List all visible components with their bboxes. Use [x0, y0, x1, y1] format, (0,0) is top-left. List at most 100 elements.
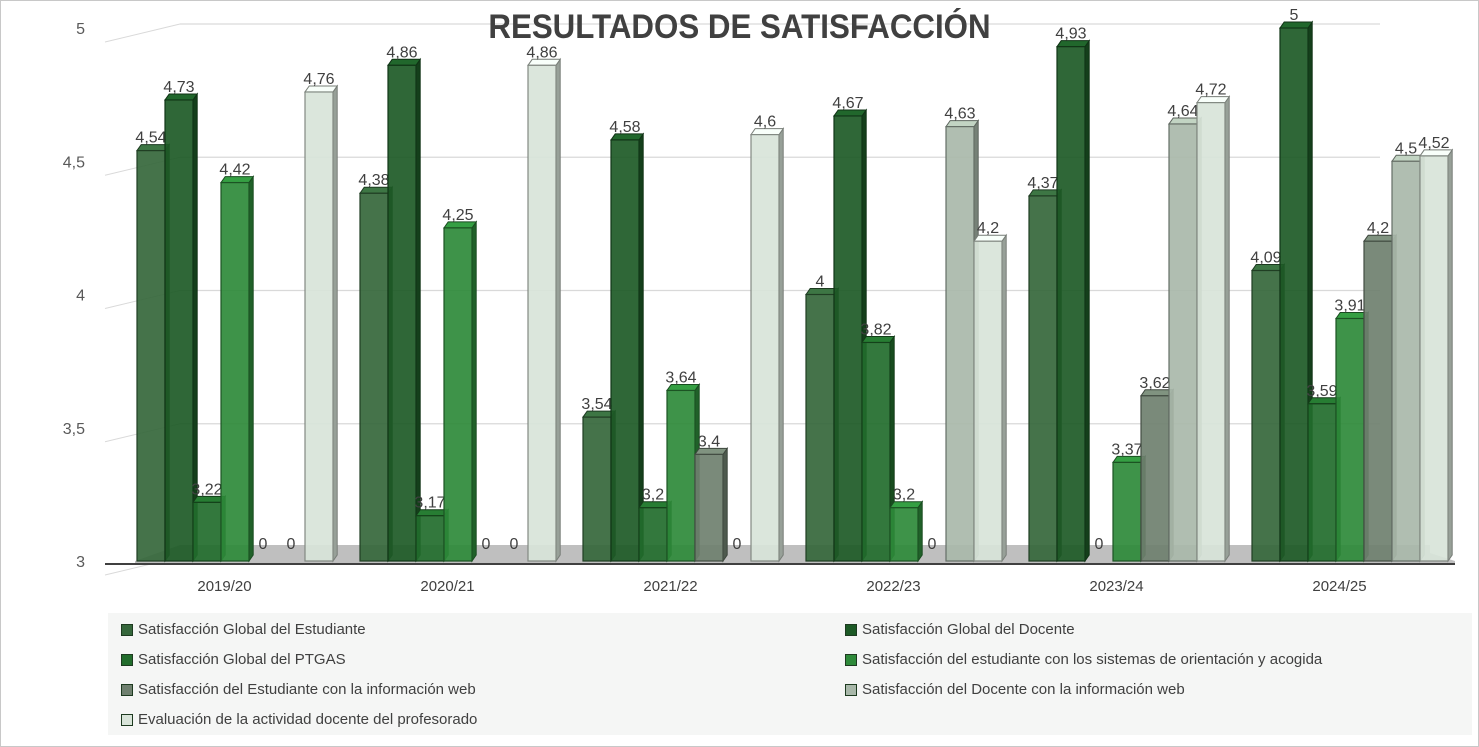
chart-title: RESULTADOS DE SATISFACCIÓN: [488, 8, 991, 46]
data-label: 3,54: [581, 396, 612, 413]
bar: [415, 515, 445, 562]
bar: [833, 115, 863, 562]
x-tick-label: 2022/23: [866, 578, 920, 595]
bar-side: [1447, 148, 1453, 563]
data-label: 3,82: [860, 321, 891, 338]
data-label: 4,67: [832, 95, 863, 112]
bar: [666, 389, 696, 562]
data-label: 4,52: [1418, 135, 1449, 152]
data-label: 3,59: [1306, 383, 1337, 400]
legend-label: Satisfacción del Docente con la informac…: [862, 681, 1185, 698]
data-label: 0: [510, 536, 519, 553]
data-label: 0: [259, 536, 268, 553]
data-label: 4,63: [944, 106, 975, 123]
bar: [1335, 317, 1365, 562]
bar: [164, 99, 194, 562]
legend-item: Satisfacción del estudiante con los sist…: [845, 651, 1322, 668]
bar: [610, 139, 640, 562]
data-label: 3,2: [642, 487, 664, 504]
bar-side: [778, 127, 784, 563]
x-tick-label: 2023/24: [1089, 578, 1143, 595]
bar: [638, 507, 668, 562]
data-label: 4,73: [163, 79, 194, 96]
y-tick-label: 5: [76, 21, 85, 38]
data-label: 3,4: [698, 433, 720, 450]
legend-swatch: [845, 683, 857, 696]
legend-swatch: [845, 623, 857, 636]
data-label: 4,64: [1167, 103, 1198, 120]
bar: [1028, 195, 1058, 562]
bar: [945, 126, 975, 562]
data-label: 3,37: [1111, 441, 1142, 458]
bar: [1391, 160, 1421, 562]
legend-label: Satisfacción Global del Estudiante: [138, 621, 366, 638]
bar-side: [1224, 95, 1230, 563]
legend-item: Satisfacción Global del PTGAS: [121, 651, 346, 668]
data-label: 4,58: [609, 119, 640, 136]
bar: [1168, 123, 1198, 562]
legend: Satisfacción Global del Estudiante Satisf…: [108, 613, 1472, 735]
bar: [1112, 461, 1142, 562]
bar: [1307, 403, 1337, 562]
bar: [192, 501, 222, 562]
bar: [136, 149, 166, 562]
data-label: 4,37: [1027, 175, 1058, 192]
legend-item: Satisfacción Global del Estudiante: [121, 621, 366, 638]
bar-side: [555, 57, 561, 563]
bar: [973, 240, 1003, 562]
data-label: 4,86: [386, 44, 417, 61]
y-tick-label: 4: [76, 288, 85, 305]
data-label: 4,38: [358, 172, 389, 189]
legend-label: Satisfacción Global del PTGAS: [138, 651, 346, 668]
data-label: 3,22: [191, 481, 222, 498]
data-label: 4,6: [754, 114, 776, 131]
data-label: 3,62: [1139, 375, 1170, 392]
bar-side: [1084, 39, 1090, 563]
data-label: 4,54: [135, 130, 166, 147]
data-label: 4,72: [1195, 82, 1226, 99]
bar: [443, 227, 473, 562]
bar-side: [332, 84, 338, 563]
data-label: 4,2: [1367, 220, 1389, 237]
legend-swatch: [121, 623, 133, 636]
x-tick-label: 2024/25: [1312, 578, 1366, 595]
data-label: 4,86: [526, 44, 557, 61]
legend-item: Satisfacción del Docente con la informac…: [845, 681, 1185, 698]
bar: [694, 453, 724, 562]
bar-side: [722, 446, 728, 563]
data-label: 4,76: [303, 71, 334, 88]
data-label: 0: [928, 536, 937, 553]
bar: [1279, 27, 1309, 562]
bar: [1251, 269, 1281, 562]
legend-swatch: [121, 683, 133, 696]
bar: [359, 192, 389, 562]
x-tick-label: 2020/21: [420, 578, 474, 595]
bar-side: [917, 500, 923, 563]
bar-chart: 33,544,554,544,733,224,420 04,762019/204,…: [63, 7, 1455, 595]
bar: [861, 341, 891, 562]
bar: [527, 64, 557, 562]
bar: [805, 293, 835, 562]
data-label: 0: [733, 536, 742, 553]
bar: [1419, 155, 1449, 562]
legend-label: Evaluación de la actividad docente del p…: [138, 711, 478, 728]
bar: [1363, 240, 1393, 562]
bar: [304, 91, 334, 562]
bar: [889, 507, 919, 562]
legend-swatch: [121, 713, 133, 726]
legend-label: Satisfacción Global del Docente: [862, 621, 1075, 638]
bar: [387, 64, 417, 562]
data-label: 4,25: [442, 207, 473, 224]
bar: [1140, 395, 1170, 562]
legend-swatch: [845, 653, 857, 666]
bar-side: [471, 220, 477, 563]
bar-side: [248, 174, 254, 563]
legend-item: Evaluación de la actividad docente del p…: [121, 711, 477, 728]
bar: [582, 416, 612, 562]
legend-swatch: [121, 653, 133, 666]
legend-item: Satisfacción del Estudiante con la infor…: [121, 681, 476, 698]
data-label: 4,09: [1250, 250, 1281, 267]
bar-side: [415, 57, 421, 563]
data-label: 3,17: [414, 495, 445, 512]
data-label: 4,2: [977, 220, 999, 237]
